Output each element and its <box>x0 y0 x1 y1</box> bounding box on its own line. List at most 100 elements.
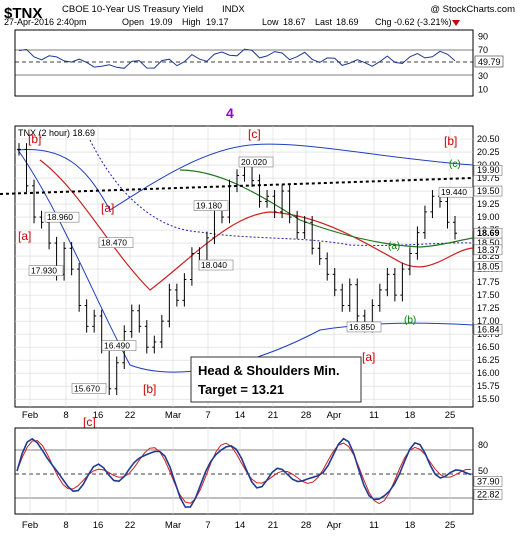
main-x-tick: Feb <box>22 410 38 421</box>
bottom-x-tick: 22 <box>125 520 136 531</box>
bottom-y-tick: 80 <box>478 440 488 450</box>
top-panel-frame <box>14 29 474 97</box>
open-label: Open <box>122 17 144 27</box>
price-label-box <box>44 211 80 223</box>
price-label: 15.670 <box>74 383 100 393</box>
right-value-label: 19.90 <box>477 165 500 175</box>
main-y-tick: 19.75 <box>477 173 500 183</box>
wave-label: [c] <box>248 127 261 141</box>
main-y-tick: 16.00 <box>477 368 500 378</box>
price-label: 16.490 <box>104 341 130 351</box>
main-x-tick: Mar <box>165 410 181 421</box>
main-x-tick: 25 <box>445 410 456 421</box>
high-label: High <box>182 17 201 27</box>
top-panel-last-value: 49.79 <box>478 57 501 67</box>
main-x-tick: Apr <box>327 410 342 421</box>
price-label: 16.850 <box>349 322 375 332</box>
upper-bollinger-band <box>17 143 474 211</box>
main-y-tick: 16.25 <box>477 355 500 365</box>
watermark: @ StockCharts.com <box>430 4 515 15</box>
low-value: 18.67 <box>283 17 306 27</box>
main-x-tick: 8 <box>63 410 68 421</box>
main-x-tick: 11 <box>369 410 379 421</box>
instrument-name: CBOE 10-Year US Treasury Yield <box>62 4 203 15</box>
bottom-x-tick: 25 <box>445 520 456 531</box>
price-label: 18.040 <box>201 260 227 270</box>
annotation-box <box>190 356 362 403</box>
moving-average-red <box>39 159 474 291</box>
open-value: 19.09 <box>150 17 173 27</box>
bottom-panel-frame <box>14 427 474 515</box>
price-label: 19.180 <box>196 201 222 211</box>
bottom-stochastic-red <box>16 440 472 505</box>
wave-label: [a] <box>362 350 375 364</box>
main-y-tick: 17.50 <box>477 290 500 300</box>
main-x-tick: 22 <box>125 410 136 421</box>
wave-label: [c] <box>83 415 96 429</box>
right-value-label: 18.69 <box>477 228 500 238</box>
bottom-x-tick: 28 <box>301 520 312 531</box>
down-arrow-icon <box>452 20 460 26</box>
wave-label: [a] <box>18 229 31 243</box>
bottom-x-tick: Mar <box>165 520 181 531</box>
bottom-x-tick: 11 <box>369 520 379 531</box>
right-value-box <box>473 244 503 256</box>
bottom-value-box <box>473 489 503 500</box>
bottom-x-tick: 14 <box>235 520 246 531</box>
right-value-box <box>473 324 503 335</box>
top-y-tick: 70 <box>478 45 488 55</box>
date-label: 27-Apr-2016 2:40pm <box>4 17 87 27</box>
wave-label: [a] <box>101 201 114 215</box>
chg-label: Chg <box>375 17 392 27</box>
main-x-tick: 16 <box>93 410 104 421</box>
symbol-title: $TNX <box>4 5 42 22</box>
main-y-tick: 17.75 <box>477 277 500 287</box>
last-value: 18.69 <box>336 17 359 27</box>
bottom-x-tick: Apr <box>327 520 342 531</box>
right-value-box <box>473 261 503 272</box>
right-value-label: 18.50 <box>477 238 500 248</box>
annotation-line1: Head & Shoulders Min. <box>198 363 340 378</box>
wave-label-4: 4 <box>226 105 234 121</box>
bottom-x-tick: 8 <box>63 520 68 531</box>
exchange-label: INDX <box>222 4 245 15</box>
price-label: 20.020 <box>241 157 267 167</box>
top-y-tick: 10 <box>478 84 488 94</box>
annotation-line2: Target = 13.21 <box>198 382 284 397</box>
wave-label: [b] <box>444 134 457 148</box>
main-y-tick: 19.00 <box>477 212 500 222</box>
bottom-value-label: 22.82 <box>477 489 500 499</box>
top-panel-indicator-line <box>18 48 456 69</box>
wave-label: (b) <box>404 315 416 326</box>
main-y-tick: 19.25 <box>477 199 500 209</box>
bottom-value-box <box>473 476 503 487</box>
main-y-tick: 20.50 <box>477 134 500 144</box>
main-x-tick: 7 <box>205 410 210 421</box>
price-label: 19.440 <box>441 187 467 197</box>
wave-label: (c) <box>449 159 461 170</box>
right-value-label: 18.05 <box>477 262 500 272</box>
main-x-tick: 21 <box>268 410 279 421</box>
main-x-tick: 28 <box>301 410 312 421</box>
bottom-x-tick: 16 <box>93 520 104 531</box>
price-label: 18.960 <box>47 212 73 222</box>
moving-average-dotted <box>89 139 474 246</box>
top-y-tick: 90 <box>478 32 488 42</box>
right-value-label: 16.84 <box>477 324 500 334</box>
price-label-box <box>71 383 107 394</box>
price-label-box <box>98 237 134 248</box>
main-y-tick: 17.00 <box>477 316 500 326</box>
main-x-tick: 14 <box>235 410 246 421</box>
main-y-tick: 18.25 <box>477 251 500 261</box>
bottom-x-tick: 18 <box>405 520 416 531</box>
bottom-x-tick: Feb <box>22 520 38 531</box>
price-label-box <box>238 156 274 168</box>
main-y-tick: 15.50 <box>477 394 500 404</box>
main-y-tick: 16.50 <box>477 342 500 352</box>
wave-label: [b] <box>143 382 156 396</box>
price-label-box <box>198 259 234 271</box>
main-y-tick: 20.25 <box>477 147 500 157</box>
right-value-box <box>473 185 503 197</box>
right-value-box <box>473 164 503 176</box>
